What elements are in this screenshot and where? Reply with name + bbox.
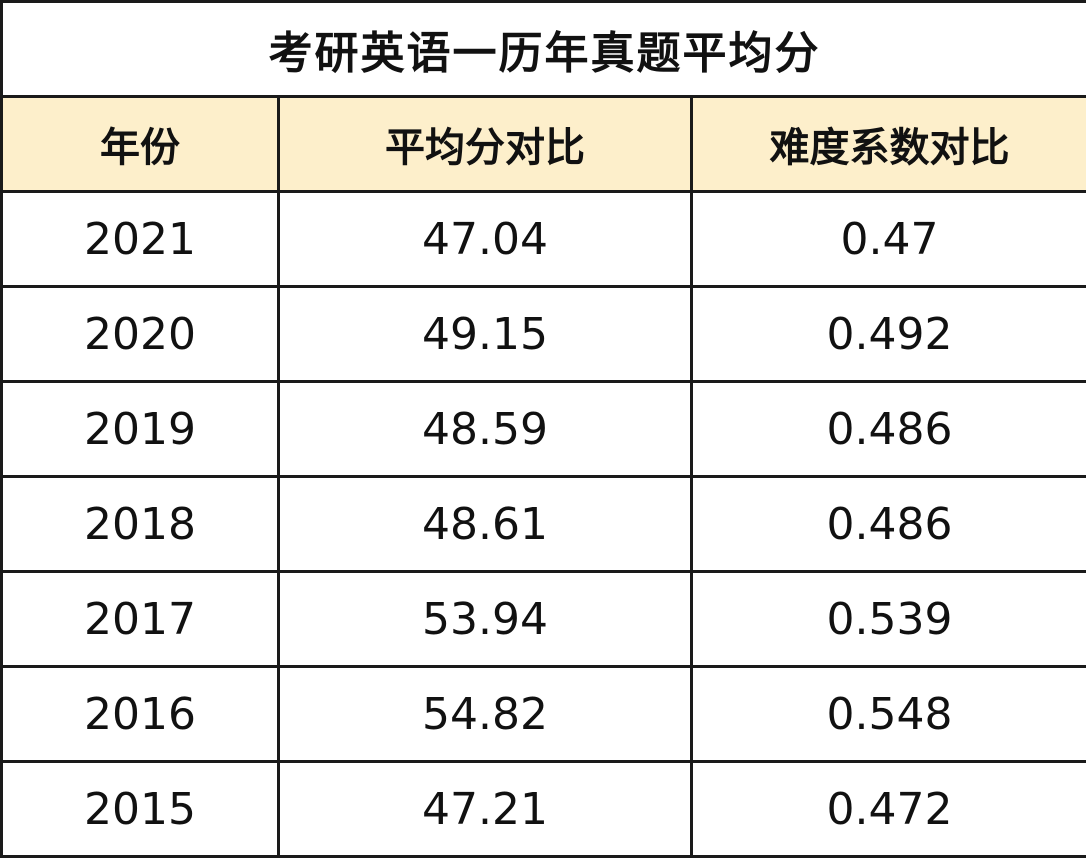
- table-cell: 2020: [2, 287, 279, 382]
- table-title: 考研英语一历年真题平均分: [2, 2, 1086, 97]
- table-cell: 48.61: [279, 477, 692, 572]
- table-cell: 0.486: [692, 477, 1086, 572]
- table-cell: 53.94: [279, 572, 692, 667]
- table-cell: 48.59: [279, 382, 692, 477]
- table-cell: 2016: [2, 667, 279, 762]
- table-cell: 54.82: [279, 667, 692, 762]
- table-cell: 2021: [2, 192, 279, 287]
- table-cell: 2018: [2, 477, 279, 572]
- table-cell: 2019: [2, 382, 279, 477]
- header-row: 年份平均分对比难度系数对比: [2, 97, 1086, 192]
- table-cell: 49.15: [279, 287, 692, 382]
- table-cell: 2017: [2, 572, 279, 667]
- table-cell: 2015: [2, 762, 279, 857]
- title-row: 考研英语一历年真题平均分: [2, 2, 1086, 97]
- table-cell: 47.04: [279, 192, 692, 287]
- table-cell: 0.486: [692, 382, 1086, 477]
- header-cell: 难度系数对比: [692, 97, 1086, 192]
- table-cell: 0.472: [692, 762, 1086, 857]
- table-cell: 0.539: [692, 572, 1086, 667]
- table-cell: 0.47: [692, 192, 1086, 287]
- header-cell: 年份: [2, 97, 279, 192]
- header-cell: 平均分对比: [279, 97, 692, 192]
- table-cell: 0.548: [692, 667, 1086, 762]
- table-cell: 0.492: [692, 287, 1086, 382]
- table-cell: 47.21: [279, 762, 692, 857]
